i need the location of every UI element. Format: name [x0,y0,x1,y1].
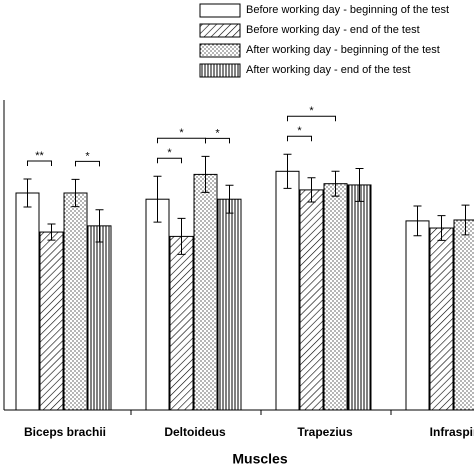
significance-label: * [85,150,90,162]
error-bar [461,204,470,236]
significance-label: * [297,125,302,137]
error-bar [201,155,210,193]
error-bar [95,209,104,243]
significance-bracket [27,160,52,167]
significance-label: * [167,147,172,159]
error-bar [331,170,340,197]
significance-label: * [309,105,314,117]
bar [169,235,194,411]
error-bar [225,184,234,214]
legend-label: Before working day - end of the test [246,24,420,36]
legend-swatch [199,43,241,58]
legend-swatch [199,3,241,18]
legend-swatch [199,63,241,78]
error-bar [177,217,186,255]
bar [453,219,474,411]
bar [87,225,112,411]
error-bar [71,178,80,208]
error-bar [307,177,316,203]
legend-swatch [199,23,241,38]
error-bar [355,168,364,202]
legend-label: After working day - end of the test [246,64,410,76]
significance-bracket [157,157,182,164]
bar [275,170,300,411]
x-axis-title: Muscles [232,451,287,467]
error-bar [413,205,422,237]
error-bar [47,223,56,241]
legend-label: After working day - beginning of the tes… [246,44,440,56]
x-tick-label: Biceps brachii [24,425,106,439]
bar [193,173,218,411]
bar [217,198,242,411]
bar [405,220,430,411]
legend-label: Before working day - beginning of the te… [246,4,449,16]
error-bar [23,178,32,208]
error-bar [153,175,162,223]
bar [15,192,40,411]
significance-bracket [287,115,336,122]
significance-bracket [75,160,100,167]
x-tick-label: Trapezius [297,425,353,439]
bar [347,184,372,411]
significance-bracket [205,137,230,144]
significance-label: ** [35,150,44,162]
x-tick-label: Infraspin [430,425,474,439]
bar [145,198,170,411]
bar [63,192,88,411]
error-bar [437,215,446,241]
bar [39,231,64,411]
significance-bracket [287,135,312,142]
significance-label: * [215,127,220,139]
bar [429,227,454,411]
bar [299,189,324,411]
bar [323,183,348,411]
significance-label: * [179,127,184,139]
error-bar [283,153,292,189]
x-tick-label: Deltoideus [164,425,226,439]
